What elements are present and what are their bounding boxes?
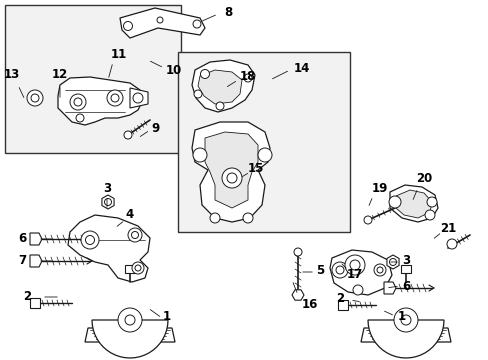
Circle shape: [331, 262, 347, 278]
Text: 20: 20: [415, 171, 431, 184]
Text: 6: 6: [18, 233, 26, 246]
Circle shape: [345, 255, 364, 275]
Circle shape: [226, 173, 237, 183]
Circle shape: [193, 20, 201, 28]
Circle shape: [193, 148, 206, 162]
Text: 10: 10: [165, 63, 182, 77]
Text: 8: 8: [224, 5, 232, 18]
Text: 7: 7: [18, 255, 26, 267]
Polygon shape: [120, 8, 204, 38]
Circle shape: [389, 258, 396, 266]
Text: 6: 6: [401, 279, 409, 292]
Text: 4: 4: [125, 208, 134, 221]
Circle shape: [424, 210, 434, 220]
Circle shape: [128, 228, 142, 242]
Polygon shape: [291, 290, 304, 300]
Text: 15: 15: [247, 162, 264, 175]
Circle shape: [222, 168, 242, 188]
Polygon shape: [58, 77, 142, 125]
Text: 21: 21: [439, 221, 455, 234]
Circle shape: [104, 198, 111, 206]
Polygon shape: [389, 185, 437, 222]
Circle shape: [157, 17, 163, 23]
Circle shape: [335, 266, 343, 274]
Text: 1: 1: [163, 310, 171, 323]
Circle shape: [258, 148, 271, 162]
Text: 19: 19: [371, 181, 387, 194]
Text: 9: 9: [152, 122, 160, 135]
Bar: [337, 300, 347, 310]
Circle shape: [70, 94, 86, 110]
Circle shape: [209, 213, 220, 223]
Circle shape: [107, 90, 123, 106]
Text: 2: 2: [335, 292, 344, 305]
Circle shape: [349, 260, 359, 270]
Circle shape: [243, 213, 252, 223]
Circle shape: [426, 197, 436, 207]
Polygon shape: [68, 215, 150, 282]
Circle shape: [363, 216, 371, 224]
Circle shape: [132, 262, 143, 274]
Bar: [125, 265, 135, 273]
Polygon shape: [198, 70, 242, 104]
Polygon shape: [102, 195, 114, 209]
Polygon shape: [130, 88, 148, 108]
Polygon shape: [386, 255, 398, 269]
Text: 17: 17: [346, 269, 363, 282]
Circle shape: [125, 315, 135, 325]
Polygon shape: [383, 282, 395, 294]
Text: 16: 16: [301, 298, 318, 311]
Circle shape: [74, 98, 82, 106]
Circle shape: [31, 94, 39, 102]
Circle shape: [388, 196, 400, 208]
Text: 3: 3: [103, 181, 111, 194]
Bar: [400, 265, 410, 273]
Polygon shape: [30, 255, 42, 267]
Polygon shape: [360, 328, 450, 342]
Text: 2: 2: [23, 291, 31, 303]
Circle shape: [400, 315, 410, 325]
Polygon shape: [30, 233, 42, 245]
Circle shape: [27, 90, 43, 106]
Text: 14: 14: [293, 62, 309, 75]
Circle shape: [131, 231, 138, 238]
Text: 18: 18: [239, 69, 256, 82]
Text: 5: 5: [315, 264, 324, 276]
Text: 1: 1: [397, 310, 405, 323]
Circle shape: [446, 239, 456, 249]
Text: 12: 12: [52, 68, 68, 81]
Circle shape: [81, 231, 99, 249]
Circle shape: [85, 235, 94, 244]
Circle shape: [200, 69, 209, 78]
Bar: [178, 52, 349, 232]
Circle shape: [244, 74, 251, 82]
Text: 11: 11: [111, 49, 127, 62]
Polygon shape: [204, 132, 258, 208]
Circle shape: [293, 248, 302, 256]
Circle shape: [135, 265, 141, 271]
Circle shape: [216, 102, 224, 110]
Polygon shape: [92, 320, 168, 358]
Text: 3: 3: [401, 253, 409, 266]
Circle shape: [352, 285, 362, 295]
Text: 13: 13: [4, 68, 20, 81]
Circle shape: [194, 90, 202, 98]
Polygon shape: [85, 328, 175, 342]
Circle shape: [133, 93, 142, 103]
Polygon shape: [367, 320, 443, 358]
Polygon shape: [395, 190, 431, 218]
Polygon shape: [192, 60, 254, 112]
Bar: [5, 5, 181, 153]
Circle shape: [373, 264, 385, 276]
Polygon shape: [329, 250, 391, 295]
Circle shape: [393, 308, 417, 332]
Circle shape: [123, 22, 132, 31]
Circle shape: [111, 94, 119, 102]
Circle shape: [76, 114, 84, 122]
Circle shape: [124, 131, 132, 139]
Circle shape: [376, 267, 382, 273]
Circle shape: [118, 308, 142, 332]
Polygon shape: [192, 122, 269, 222]
Bar: [30, 298, 40, 308]
